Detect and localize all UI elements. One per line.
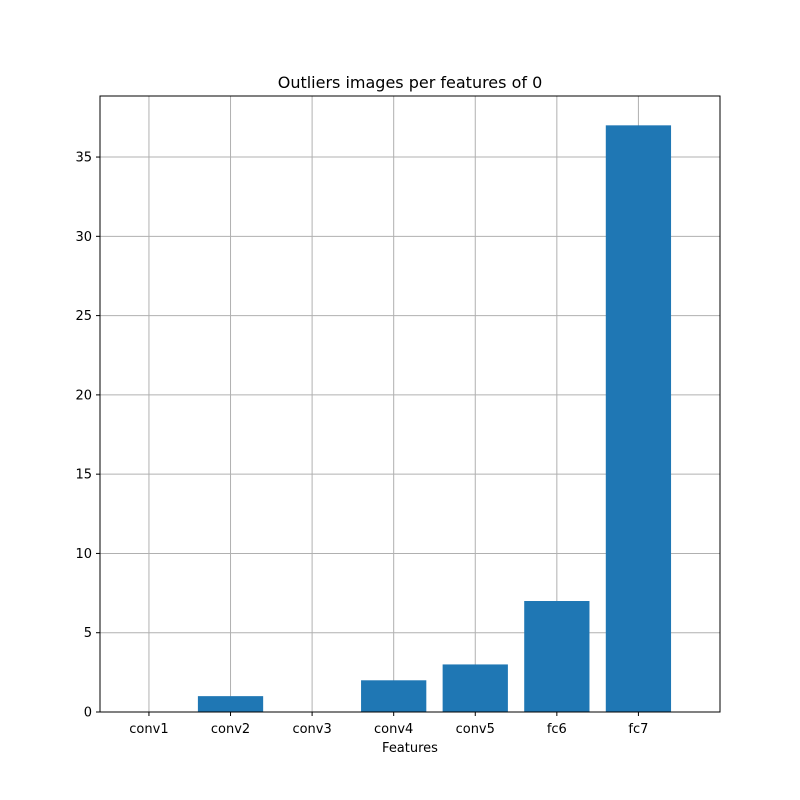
- x-tick-label-conv1: conv1: [129, 722, 168, 737]
- x-axis-label: Features: [382, 741, 438, 756]
- y-tick-label: 35: [75, 151, 92, 166]
- x-tick-label-conv3: conv3: [292, 722, 331, 737]
- y-axis-ticks: 0 5 10 15 20 25 30 35: [75, 151, 100, 721]
- x-tick-label-conv4: conv4: [374, 722, 413, 737]
- x-tick-label-conv5: conv5: [456, 722, 495, 737]
- bar-fc7: [605, 125, 672, 713]
- x-tick-label-fc6: fc6: [547, 722, 567, 737]
- y-tick-label: 20: [75, 388, 92, 403]
- y-tick-label: 0: [84, 706, 92, 721]
- x-tick-label-conv2: conv2: [211, 722, 250, 737]
- plot-frame: [99, 95, 721, 713]
- y-tick-label: 5: [84, 626, 92, 641]
- bars: [197, 125, 672, 713]
- y-tick-label: 25: [75, 309, 92, 324]
- x-axis-ticks: conv1 conv2 conv3 conv4 conv5 fc6 fc7: [129, 712, 648, 737]
- y-tick-label: 30: [75, 230, 92, 245]
- bar-conv2: [197, 696, 264, 712]
- bar-conv5: [442, 664, 508, 712]
- chart-title: Outliers images per features of 0: [278, 73, 543, 92]
- y-tick-label: 10: [75, 547, 92, 562]
- bar-conv4: [361, 680, 427, 712]
- bar-fc6: [524, 601, 590, 712]
- x-tick-label-fc7: fc7: [628, 722, 648, 737]
- y-tick-label: 15: [75, 468, 92, 483]
